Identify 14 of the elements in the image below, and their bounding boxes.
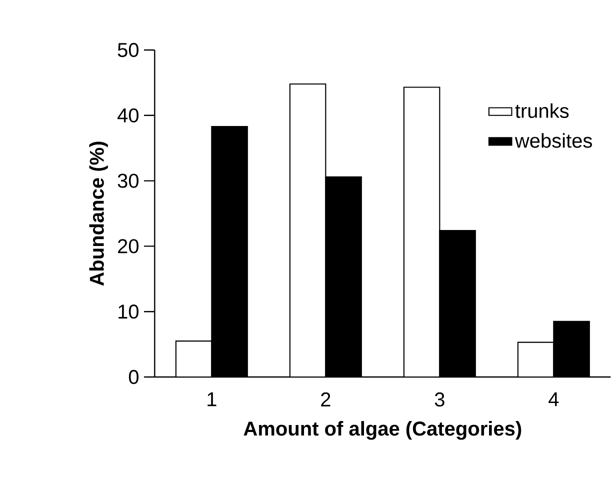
x-axis-title: Amount of algae (Categories) [244, 421, 522, 440]
y-tick-label: 50 [118, 42, 138, 58]
x-tick-label: 1 [208, 392, 216, 406]
y-tick-label: 40 [118, 108, 138, 122]
legend-label: trunks [515, 103, 569, 118]
y-tick-label: 30 [118, 174, 138, 188]
y-tick-label: 20 [118, 239, 138, 254]
x-tick-label: 3 [434, 392, 444, 407]
x-tick-label: 2 [321, 392, 330, 406]
legend-label: websites [514, 133, 592, 148]
y-axis-title: Abundance (%) [89, 142, 108, 286]
y-tick-label: 0 [128, 370, 138, 384]
y-tick-label: 10 [118, 304, 138, 319]
x-tick-label: 4 [548, 392, 559, 406]
